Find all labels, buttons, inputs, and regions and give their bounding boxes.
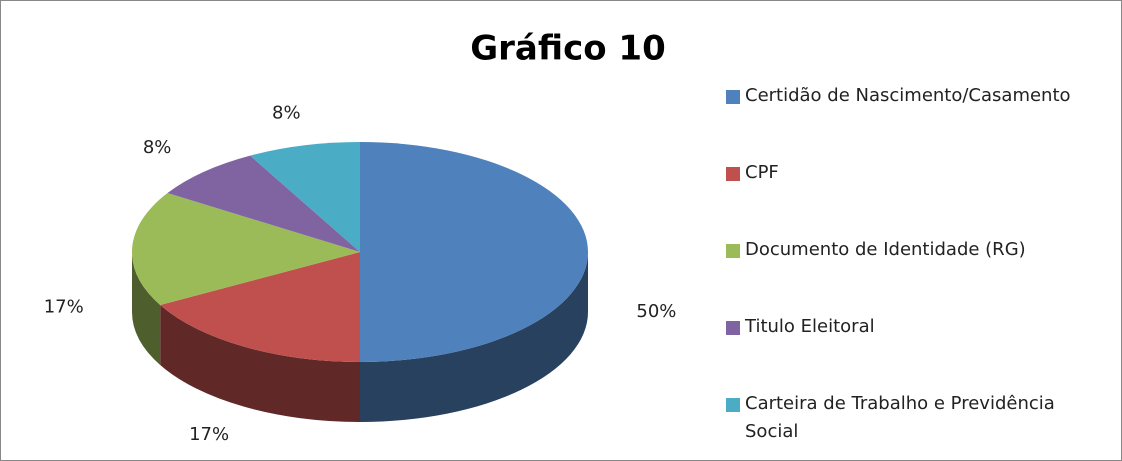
legend-swatch [726,321,740,335]
legend-item: CPF [726,159,1096,236]
pie-slice [167,155,360,252]
legend-label: CPF [745,162,779,183]
legend-item: Carteira de Trabalho e Previdência Socia… [726,390,1096,461]
legend-item: Certidão de Nascimento/Casamento [726,82,1096,159]
data-label: 8% [143,137,172,158]
data-label: 8% [272,102,301,123]
legend-swatch [726,398,740,412]
legend-label: Titulo Eleitoral [745,316,875,337]
legend-item: Documento de Identidade (RG) [726,236,1096,313]
pie-slice [250,142,360,252]
legend: Certidão de Nascimento/Casamento CPF Docum… [726,82,1096,461]
legend-item: Titulo Eleitoral [726,313,1096,390]
legend-label: Carteira de Trabalho e Previdência Socia… [745,393,1055,442]
chart-title: Gráfico 10 [470,29,665,69]
data-label: 50% [636,301,676,322]
pie-side [160,304,360,422]
data-label: 17% [189,424,229,445]
legend-swatch [726,90,740,104]
legend-swatch [726,167,740,181]
data-label: 17% [44,297,84,318]
legend-swatch [726,244,740,258]
pie-side [132,252,161,365]
pie-slice [160,252,360,362]
legend-label: Documento de Identidade (RG) [745,239,1026,260]
pie-slice [360,142,588,362]
pie-side [360,252,588,422]
pie-slice [132,193,360,305]
legend-label: Certidão de Nascimento/Casamento [745,85,1071,106]
